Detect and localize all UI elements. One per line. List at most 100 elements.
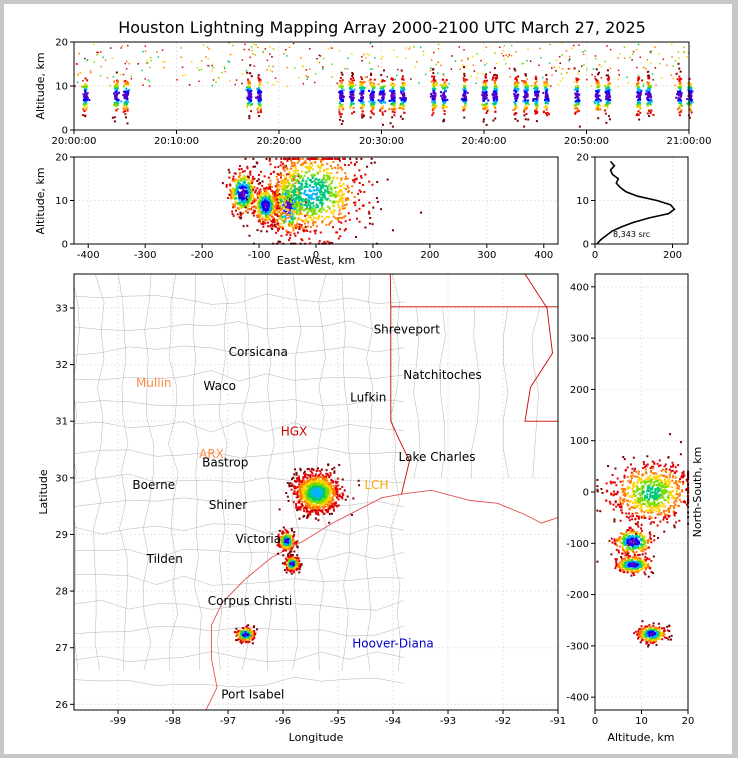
lightning-source (276, 222, 279, 225)
lightning-source (350, 85, 353, 88)
lightning-source (297, 182, 300, 185)
lightning-source (331, 177, 334, 180)
lightning-source (127, 91, 130, 94)
lightning-source (336, 218, 339, 221)
lightning-source (285, 185, 288, 188)
lightning-source (514, 86, 517, 89)
county-line (74, 447, 405, 458)
lightning-source (483, 88, 486, 91)
lightning-source (393, 83, 396, 86)
lightning-source (76, 63, 78, 65)
lightning-source (330, 210, 333, 213)
lightning-source (607, 76, 610, 79)
x-tick-label: 20:50:00 (564, 136, 609, 147)
lightning-source (116, 104, 119, 107)
lightning-source (243, 190, 246, 193)
lightning-source (650, 99, 653, 102)
lightning-source (370, 103, 373, 106)
lightning-source (279, 199, 282, 202)
lightning-source (313, 179, 316, 182)
lightning-source (77, 74, 80, 77)
lightning-source (513, 89, 516, 92)
lightning-source (244, 206, 247, 209)
lightning-source (270, 220, 273, 223)
lightning-source (641, 79, 644, 82)
lightning-source (182, 74, 184, 77)
lightning-source (294, 210, 297, 213)
lightning-source (244, 186, 247, 189)
lightning-source (304, 185, 307, 188)
lightning-source (373, 161, 376, 164)
lightning-source (325, 469, 328, 472)
lightning-source (114, 104, 117, 107)
lightning-source (293, 202, 296, 205)
lightning-source (523, 114, 526, 117)
lightning-source (444, 85, 447, 88)
lightning-source (272, 217, 275, 220)
lightning-source (493, 98, 496, 101)
lightning-source (338, 84, 341, 87)
lightning-source (293, 204, 296, 207)
lightning-source (163, 66, 165, 69)
lightning-source (442, 94, 445, 97)
lightning-source (288, 483, 291, 486)
lightning-source (496, 76, 499, 79)
lightning-source (232, 203, 235, 206)
lightning-source (242, 196, 245, 199)
lightning-source (424, 73, 427, 76)
lightning-source (254, 191, 257, 194)
lightning-source (266, 200, 269, 203)
lightning-source (649, 111, 652, 114)
lightning-source (246, 211, 249, 214)
lightning-source (433, 75, 436, 78)
lightning-source (256, 179, 259, 182)
lightning-source (493, 81, 496, 84)
lightning-source (184, 74, 187, 76)
lightning-source (495, 74, 498, 77)
lightning-source (317, 217, 320, 220)
lightning-source (360, 176, 363, 179)
lightning-source (402, 102, 405, 105)
lightning-source (264, 218, 267, 221)
lightning-source (291, 212, 294, 215)
lightning-source (282, 183, 285, 186)
lightning-source (297, 506, 300, 509)
lightning-source (565, 50, 568, 52)
lightning-source (260, 200, 263, 203)
lightning-source (352, 201, 355, 204)
lightning-source (678, 83, 681, 86)
lightning-source (475, 82, 477, 85)
lightning-source (377, 65, 380, 68)
lightning-source (493, 87, 496, 90)
lightning-source (441, 98, 444, 101)
lightning-source (650, 50, 652, 53)
lightning-source (690, 111, 693, 114)
lightning-source (264, 215, 267, 218)
lightning-source (294, 216, 297, 219)
lightning-source (249, 99, 252, 102)
lightning-source (544, 86, 547, 89)
lightning-source (116, 100, 119, 103)
lightning-source (296, 169, 299, 172)
lightning-source (277, 201, 280, 204)
lightning-source (246, 224, 249, 227)
lightning-source (309, 476, 312, 479)
lightning-source (314, 510, 317, 513)
lightning-source (290, 217, 293, 220)
lightning-source (305, 498, 308, 501)
lightning-source (289, 216, 292, 219)
lightning-source (298, 206, 301, 209)
lightning-source (485, 46, 488, 49)
lightning-source (270, 202, 273, 205)
lightning-source (576, 92, 579, 95)
lightning-source (492, 76, 495, 79)
lightning-source (123, 108, 126, 111)
lightning-source (280, 157, 283, 160)
lightning-source (545, 112, 548, 115)
lightning-source (85, 103, 88, 106)
lightning-source (228, 61, 231, 63)
lightning-source (264, 212, 267, 215)
lightning-source (313, 192, 316, 195)
lightning-source (286, 216, 289, 219)
lightning-source (310, 196, 313, 199)
